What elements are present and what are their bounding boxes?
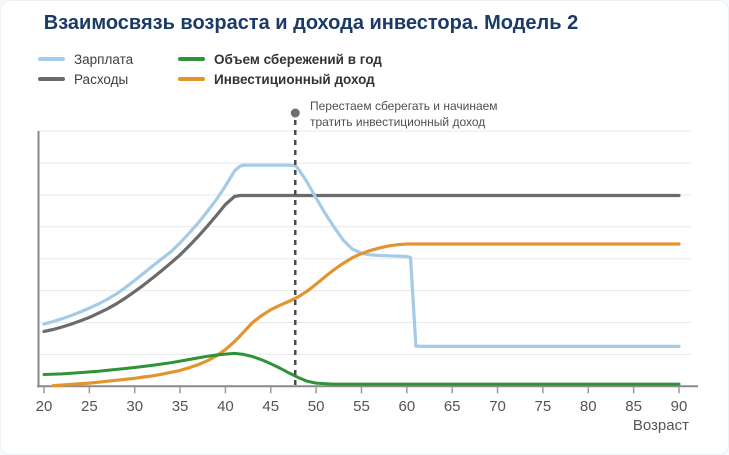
legend-item-investment-income: Инвестиционный доход (178, 72, 382, 87)
page-title: Взаимосвязь возраста и дохода инвестора.… (43, 12, 579, 34)
legend-label-annual-savings: Объем сбережений в год (214, 51, 382, 67)
investment-income-line (51, 242, 681, 388)
x-tick-label: 50 (308, 398, 325, 415)
legend-label-investment-income: Инвестиционный доход (214, 71, 375, 87)
x-tick-label: 65 (444, 398, 461, 415)
annual-savings-line-swatch (178, 57, 205, 61)
investment-income-line-swatch (178, 77, 205, 81)
x-tick-label: 45 (262, 398, 279, 415)
x-tick-label: 85 (625, 398, 642, 415)
x-tick-label: 75 (535, 398, 552, 415)
expenses-line (42, 193, 681, 333)
salary-line-swatch (38, 57, 65, 61)
x-tick-label: 30 (126, 398, 143, 415)
legend-item-annual-savings: Объем сбережений в год (178, 52, 382, 67)
annual-savings-line (42, 351, 681, 386)
annotation-line-2: тратить инвестиционный доход (310, 115, 486, 129)
annotation-text: Перестаем сберегать и начинаем тратить и… (310, 98, 550, 130)
expenses-line-swatch (38, 77, 65, 81)
x-tick-label: 90 (671, 398, 688, 415)
x-axis-title: Возраст (633, 417, 689, 434)
legend-label-expenses: Расходы (74, 71, 129, 87)
legend: Зарплата Объем сбережений в год Расходы … (38, 49, 382, 89)
x-tick-label: 35 (172, 398, 189, 415)
x-tick-label: 70 (489, 398, 506, 415)
annotation-dot (290, 108, 300, 118)
legend-label-salary: Зарплата (74, 51, 134, 67)
x-tick-label: 80 (580, 398, 597, 415)
x-tick-label: 55 (353, 398, 370, 415)
legend-item-salary: Зарплата (38, 52, 178, 67)
x-tick-label: 40 (217, 398, 234, 415)
legend-item-expenses: Расходы (38, 72, 178, 87)
salary-line (42, 163, 681, 348)
annotation-line-1: Перестаем сберегать и начинаем (310, 99, 498, 113)
x-tick-label: 25 (81, 398, 98, 415)
x-tick-label: 20 (36, 398, 53, 415)
x-tick-label: 60 (398, 398, 415, 415)
